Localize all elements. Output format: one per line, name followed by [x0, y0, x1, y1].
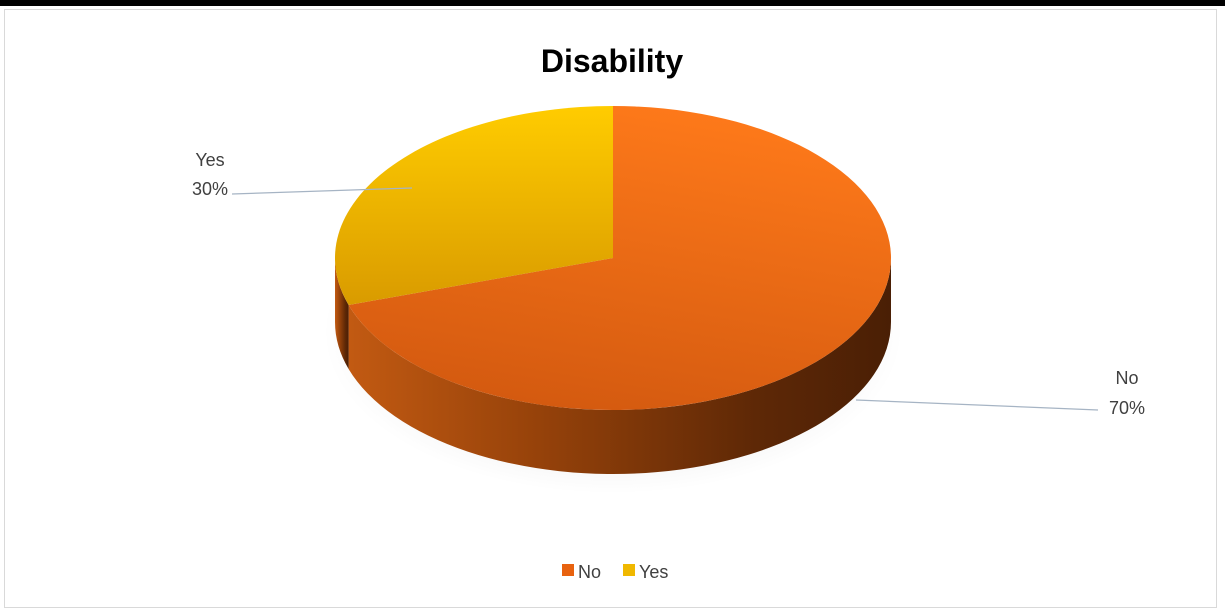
slice-label-yes-name: Yes	[195, 150, 224, 170]
slice-label-no-pct: 70%	[1109, 398, 1145, 418]
top-border-bar	[0, 0, 1225, 6]
slice-labels: Yes 30% No 70%	[192, 150, 1145, 418]
slice-label-yes-pct: 30%	[192, 179, 228, 199]
legend-swatch-no	[562, 564, 574, 576]
slice-label-no-name: No	[1115, 368, 1138, 388]
chart-title: Disability	[541, 43, 683, 79]
leader-line-no	[855, 399, 1099, 411]
chart-legend: No Yes	[562, 562, 668, 582]
leader-line-yes	[231, 187, 413, 195]
slice-side-no	[348, 258, 891, 475]
slice-no	[348, 106, 891, 410]
pie-group	[323, 106, 903, 494]
legend-label-no: No	[578, 562, 601, 582]
slice-side-yes	[335, 258, 349, 369]
slice-yes	[335, 106, 613, 305]
legend-label-yes: Yes	[639, 562, 668, 582]
legend-swatch-yes	[623, 564, 635, 576]
